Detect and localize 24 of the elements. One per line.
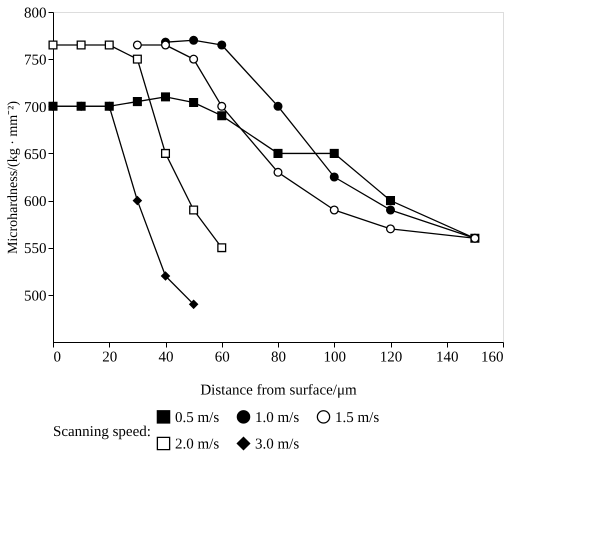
y-tick-label: 550	[24, 241, 46, 258]
x-tick-label: 160	[481, 350, 504, 366]
legend-label: 1.5 m/s	[335, 410, 380, 426]
y-axis-title: Microhardness/(kg · mm⁻²)	[6, 100, 21, 254]
y-tick-label: 600	[24, 194, 46, 210]
legend-label: 0.5 m/s	[175, 410, 220, 426]
x-tick-label: 60	[214, 350, 230, 366]
x-tick-label: 0	[54, 350, 61, 366]
y-tick-label: 650	[24, 146, 46, 163]
y-tick-label: 500	[24, 288, 46, 304]
x-tick-label: 40	[158, 350, 174, 366]
x-tick-label: 100	[324, 350, 346, 366]
x-tick-label: 120	[380, 350, 402, 366]
legend-label: 1.0 m/s	[255, 410, 300, 426]
y-tick-label: 800	[24, 6, 46, 22]
x-axis-title: Distance from surface/μm	[200, 382, 357, 398]
legend-title: Scanning speed:	[53, 424, 151, 440]
y-tick-label: 750	[24, 52, 46, 69]
y-tick-label: 700	[24, 100, 46, 116]
legend-label: 3.0 m/s	[255, 436, 300, 452]
x-tick-label: 140	[436, 350, 458, 366]
x-tick-label: 20	[102, 350, 118, 366]
legend-label: 2.0 m/s	[175, 436, 220, 452]
x-tick-label: 80	[271, 350, 286, 366]
